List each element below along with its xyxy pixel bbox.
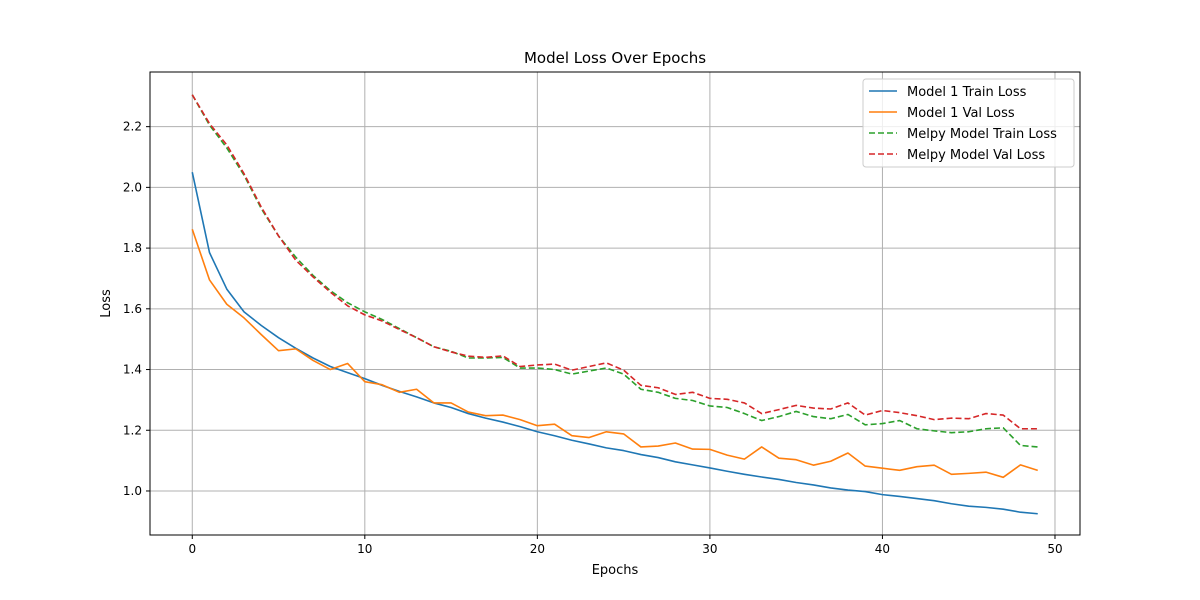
legend-label: Melpy Model Val Loss [907,148,1045,163]
y-tick-label: 2.2 [123,120,142,134]
x-tick-label: 40 [875,542,890,556]
legend-label: Melpy Model Train Loss [907,127,1057,142]
legend-box [862,78,1075,168]
chart-title: Model Loss Over Epochs [524,49,706,67]
series-line-melpy-model-train-loss [191,94,1038,448]
x-axis-label: Epochs [592,563,639,578]
grid-lines [150,72,1080,535]
y-tick-label: 1.0 [123,484,142,498]
x-tick-label: 20 [530,542,545,556]
x-tick-label: 30 [702,542,717,556]
y-tick-label: 1.2 [123,423,142,437]
plot-frame [149,71,1081,536]
series-line-model-1-train-loss [191,172,1038,515]
series-lines [191,94,1038,515]
y-tick-label: 1.6 [123,302,142,316]
x-tick-label: 50 [1047,542,1062,556]
x-tick-label: 0 [188,542,196,556]
series-line-model-1-val-loss [191,229,1038,479]
y-tick-label: 1.8 [123,241,142,255]
legend-label: Model 1 Train Loss [907,85,1027,100]
legend: Model 1 Train Loss Model 1 Val Loss Melpy … [862,78,1075,168]
y-tick-label: 1.4 [123,363,142,377]
x-tick-label: 10 [357,542,372,556]
y-axis-label: Loss [99,289,114,318]
legend-label: Model 1 Val Loss [907,106,1015,121]
axis-ticks: 0 10 20 30 40 50 1.0 1.2 1.4 1.6 1.8 2.0 2.2 [123,120,1063,556]
y-tick-label: 2.0 [123,180,142,194]
series-line-melpy-model-val-loss [191,94,1038,430]
